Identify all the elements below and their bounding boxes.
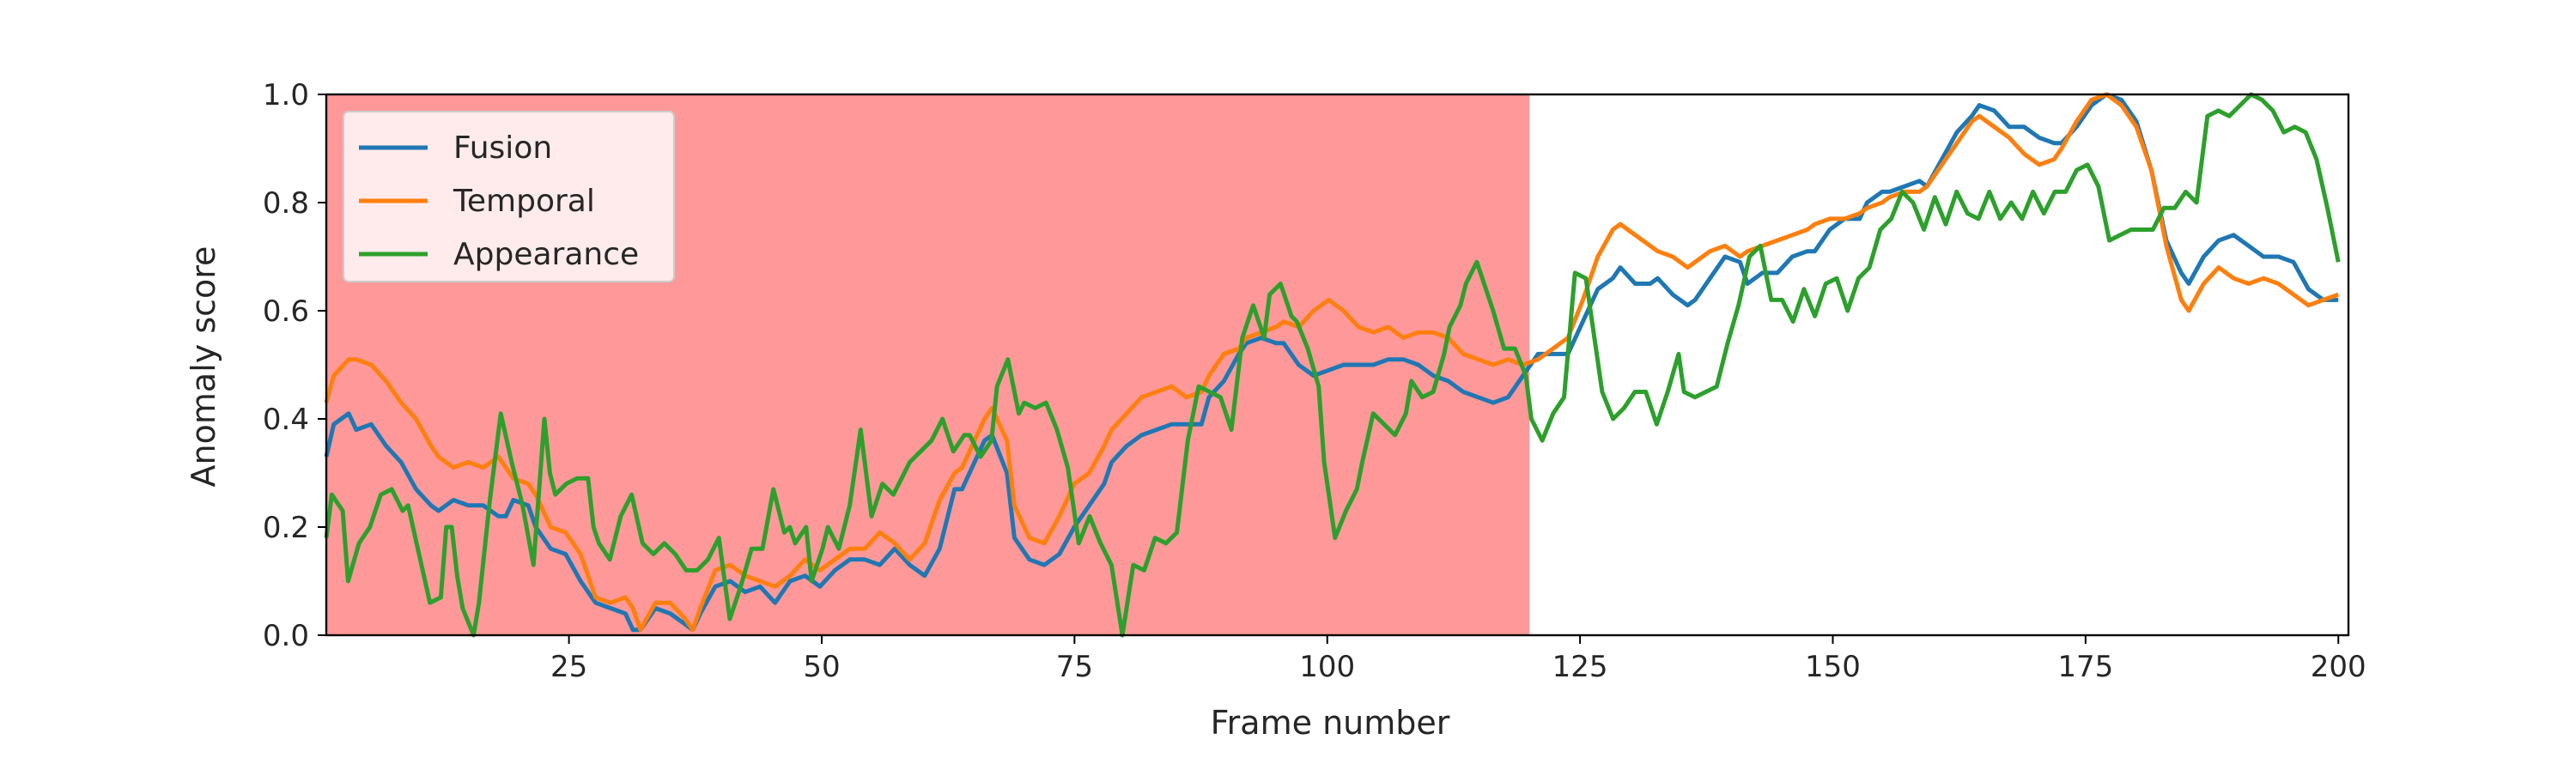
series-line-fusion — [324, 92, 2339, 633]
legend-box — [343, 111, 675, 282]
y-tick-label: 0.6 — [263, 294, 309, 329]
y-tick-label: 1.0 — [263, 78, 309, 112]
y-axis-ticks: 0.0 0.2 0.4 0.6 0.8 1.0 — [263, 78, 326, 653]
y-tick-label: 0.0 — [263, 619, 309, 653]
series-layer — [324, 92, 2341, 638]
legend: Fusion Temporal Appearance — [343, 111, 675, 282]
series-line-appearance — [324, 92, 2341, 638]
legend-label-appearance: Appearance — [453, 237, 639, 272]
x-tick-label: 150 — [1805, 650, 1861, 684]
x-tick-label: 50 — [803, 650, 840, 684]
x-tick-label: 125 — [1552, 650, 1608, 684]
x-tick-label: 75 — [1056, 650, 1093, 684]
y-axis-label: Anomaly score — [185, 246, 222, 488]
x-tick-label: 200 — [2311, 650, 2366, 684]
plot-frame — [325, 93, 2350, 637]
x-axis-label: Frame number — [1211, 704, 1450, 742]
x-tick-label: 25 — [550, 650, 587, 684]
x-axis-ticks: 25 50 75 100 125 150 175 200 — [550, 635, 2366, 684]
y-tick-label: 0.4 — [263, 403, 309, 437]
x-tick-label: 100 — [1299, 650, 1355, 684]
y-tick-label: 0.8 — [263, 186, 309, 221]
y-tick-label: 0.2 — [263, 511, 309, 545]
x-tick-label: 175 — [2057, 650, 2113, 684]
legend-label-temporal: Temporal — [453, 184, 595, 219]
legend-label-fusion: Fusion — [453, 130, 552, 166]
